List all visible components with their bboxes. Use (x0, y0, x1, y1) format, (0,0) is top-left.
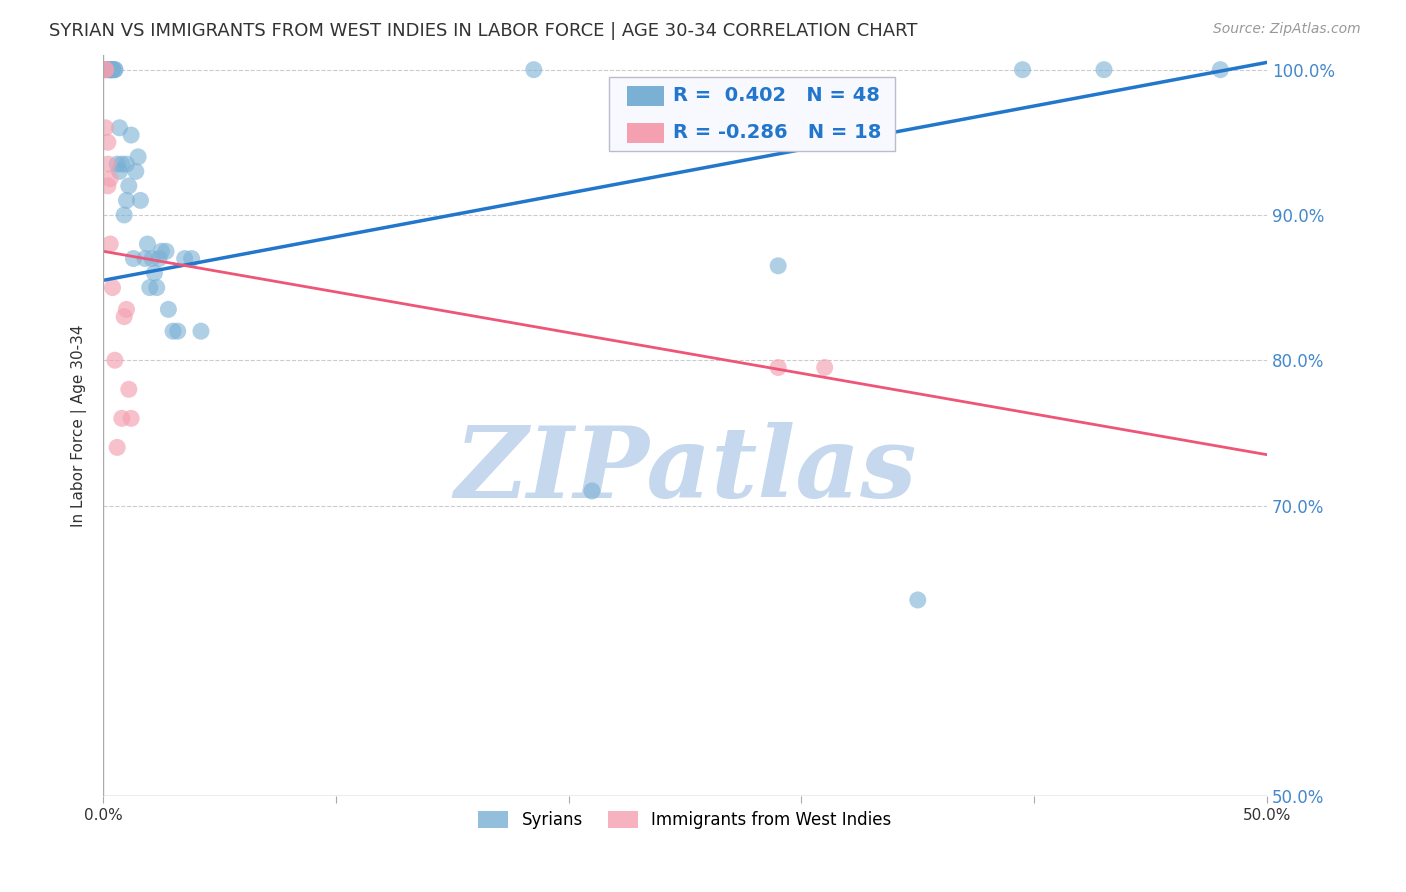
Point (127, 150, 149, 164)
Point (581, 483, 603, 498)
Point (136, 237, 159, 252)
Point (94, 62, 117, 77)
Legend: Syrians, Immigrants from West Indies: Syrians, Immigrants from West Indies (472, 805, 898, 836)
Point (162, 324, 184, 338)
Point (148, 252, 170, 266)
Point (180, 252, 202, 266)
Text: R =  0.402   N = 48: R = 0.402 N = 48 (673, 87, 880, 105)
Point (97, 62, 120, 77)
Point (1011, 62, 1033, 77)
Point (101, 62, 124, 77)
Point (98, 62, 121, 77)
FancyBboxPatch shape (627, 86, 664, 106)
Point (1209, 62, 1232, 77)
Point (111, 411, 134, 425)
Point (141, 252, 163, 266)
Point (523, 62, 546, 77)
Point (97, 136, 120, 150)
Point (907, 593, 929, 607)
Point (143, 266, 166, 280)
Point (814, 360, 837, 375)
Point (104, 62, 127, 77)
Point (157, 302, 180, 317)
Point (134, 252, 156, 266)
Point (97, 178, 120, 193)
Point (105, 157, 128, 171)
Point (98, 62, 121, 77)
Point (173, 252, 195, 266)
Point (97, 62, 120, 77)
Point (98, 62, 121, 77)
Point (105, 441, 128, 455)
Point (150, 244, 173, 259)
Text: ZIPatlas: ZIPatlas (454, 422, 917, 518)
Point (94, 62, 117, 77)
Point (94, 120, 117, 135)
Point (155, 244, 177, 259)
Point (118, 382, 141, 396)
Point (118, 178, 141, 193)
Point (98, 237, 121, 252)
Point (115, 194, 138, 208)
Point (108, 120, 131, 135)
Point (115, 157, 138, 171)
Point (115, 302, 138, 317)
Point (166, 324, 188, 338)
Point (120, 128, 142, 142)
Y-axis label: In Labor Force | Age 30-34: In Labor Force | Age 30-34 (72, 325, 87, 527)
Point (112, 310, 135, 324)
Point (112, 208, 135, 222)
Point (139, 280, 162, 294)
FancyBboxPatch shape (627, 122, 664, 144)
Point (101, 62, 124, 77)
Point (101, 280, 124, 294)
Point (766, 259, 789, 273)
Point (125, 164, 148, 178)
FancyBboxPatch shape (609, 78, 894, 152)
Point (101, 62, 124, 77)
Point (1092, 62, 1115, 77)
Point (101, 62, 124, 77)
Point (122, 252, 145, 266)
Point (111, 157, 134, 171)
Point (190, 324, 212, 338)
Point (766, 360, 789, 375)
Point (108, 164, 131, 178)
Point (129, 194, 152, 208)
Text: SYRIAN VS IMMIGRANTS FROM WEST INDIES IN LABOR FORCE | AGE 30-34 CORRELATION CHA: SYRIAN VS IMMIGRANTS FROM WEST INDIES IN… (49, 22, 918, 40)
Point (120, 411, 142, 425)
Text: Source: ZipAtlas.com: Source: ZipAtlas.com (1213, 22, 1361, 37)
Point (104, 353, 127, 368)
Point (94, 62, 117, 77)
Point (98, 171, 121, 186)
Point (104, 62, 127, 77)
Point (145, 280, 167, 294)
Point (97, 157, 120, 171)
Text: R = -0.286   N = 18: R = -0.286 N = 18 (673, 123, 882, 143)
Point (98, 62, 121, 77)
